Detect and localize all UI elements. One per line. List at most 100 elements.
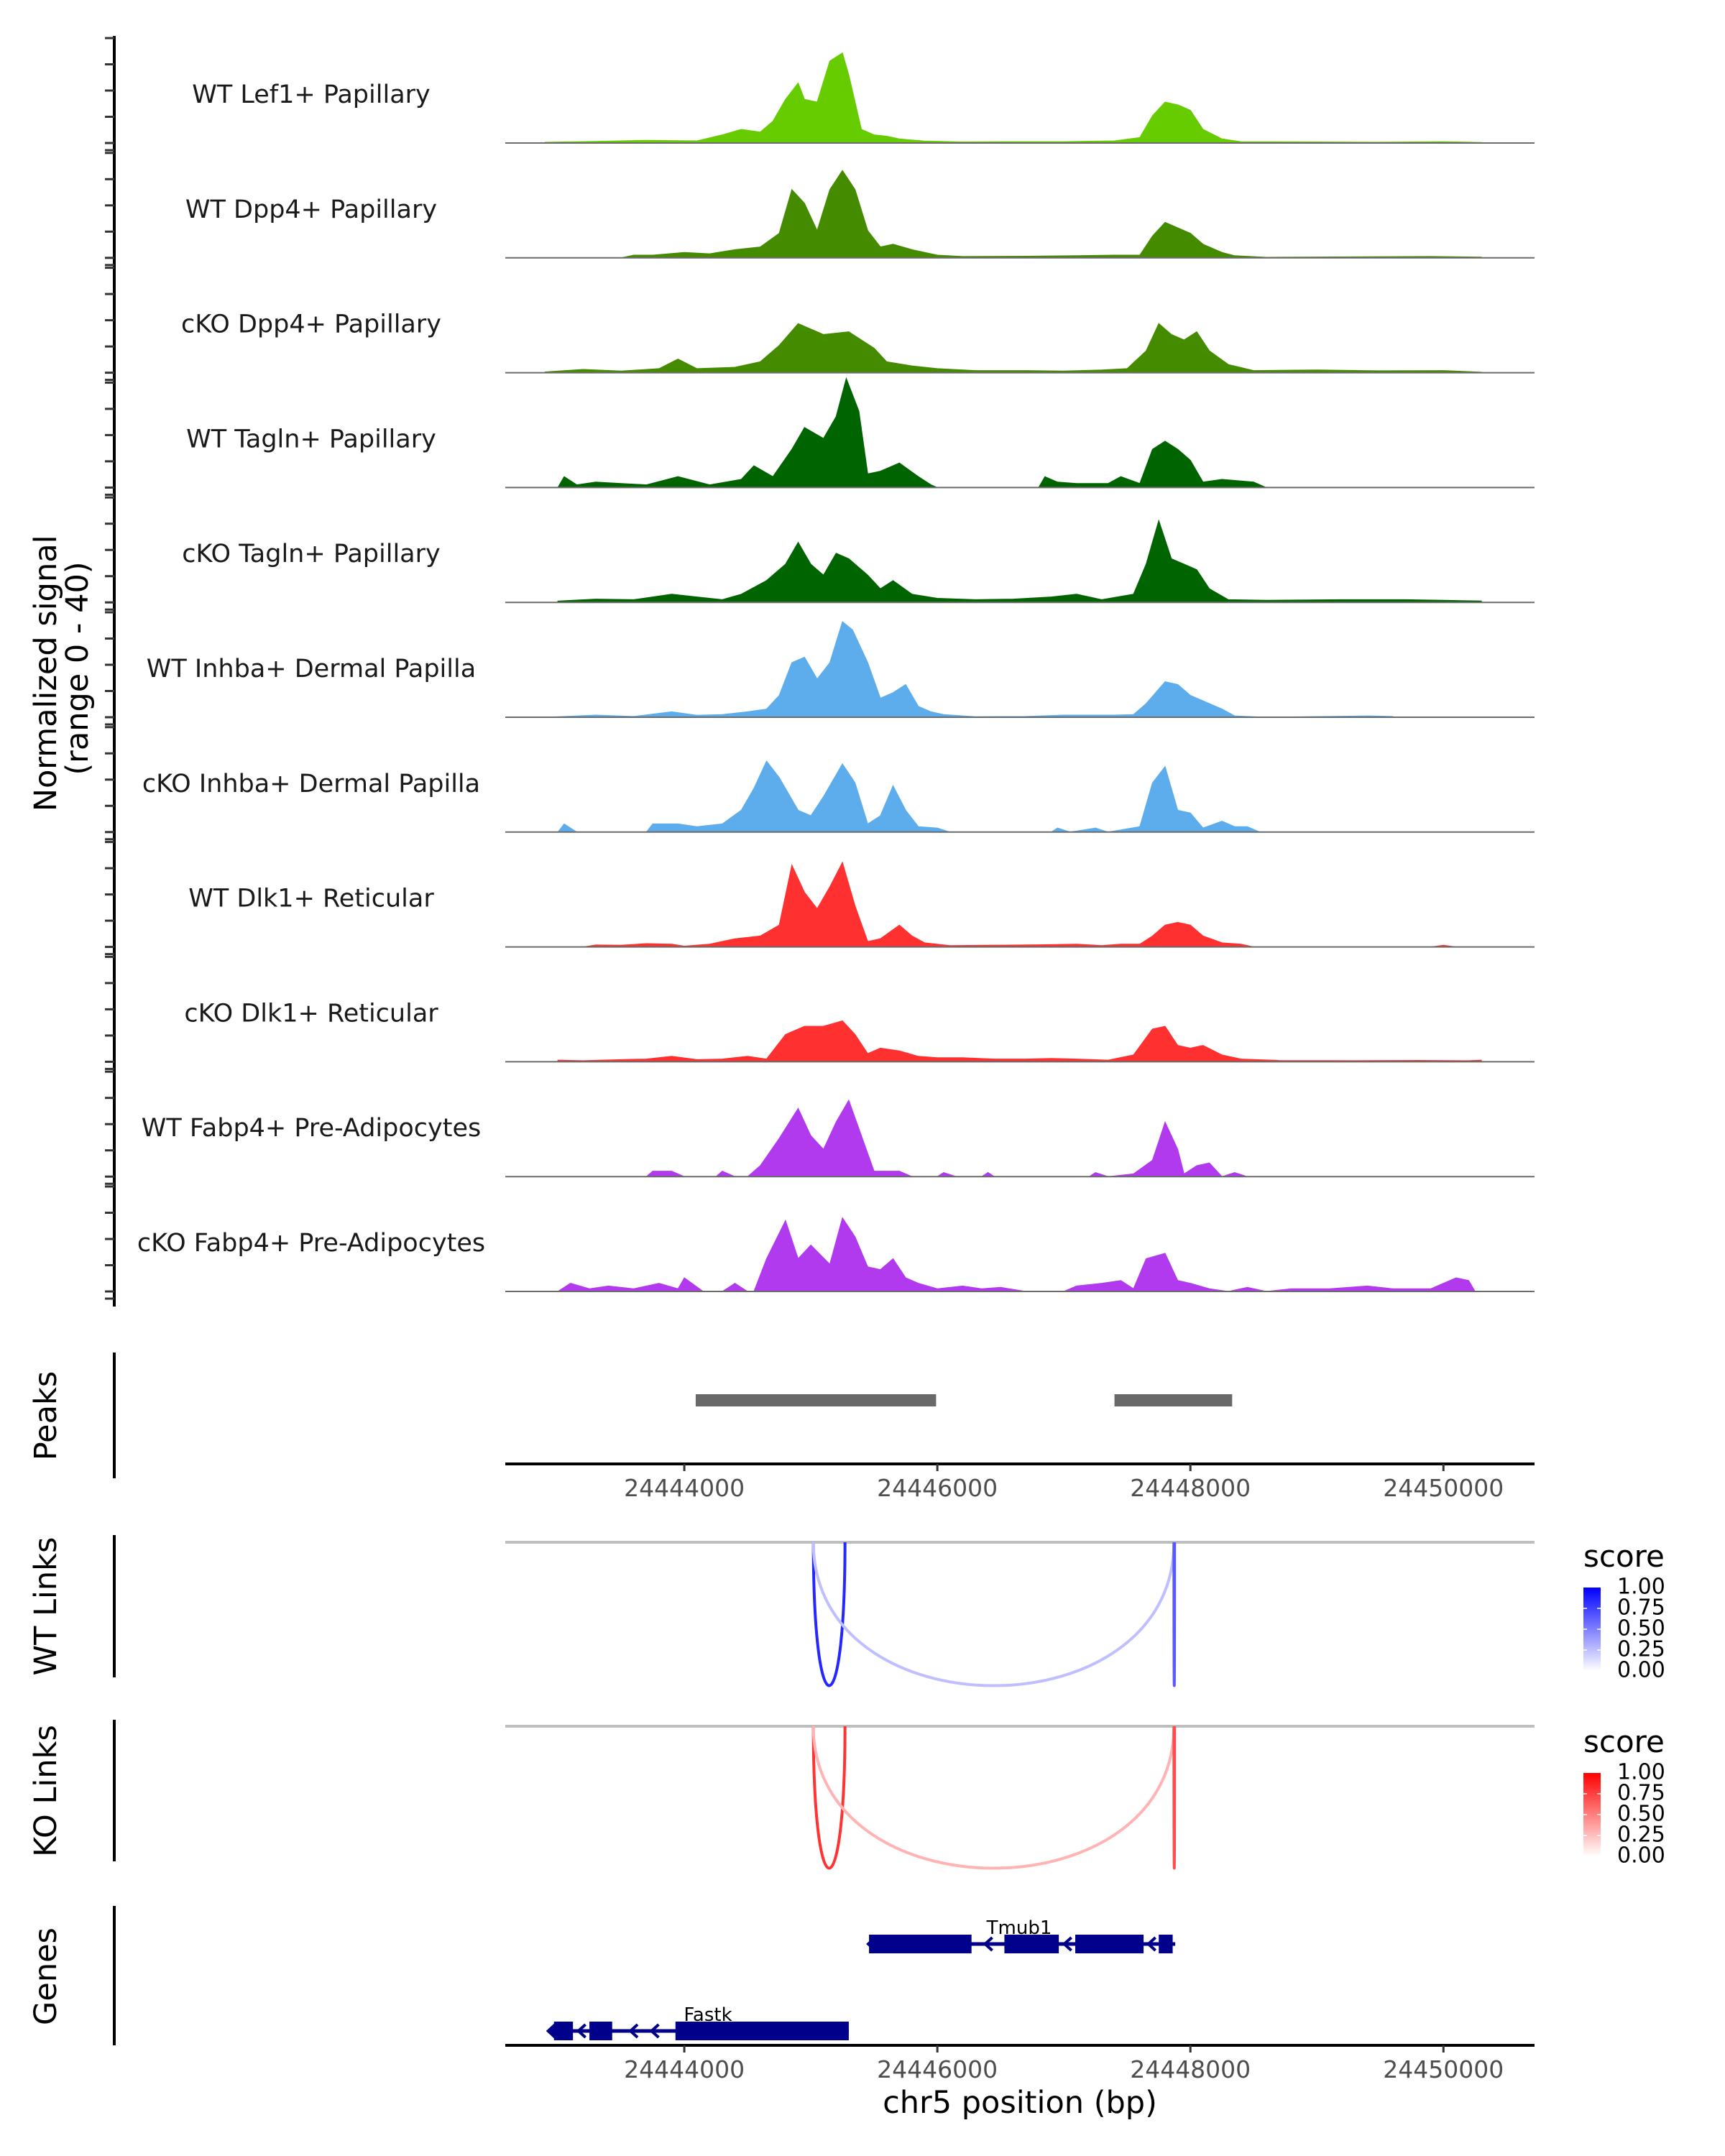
coverage-track: cKO Fabp4+ Pre-Adipocytes <box>137 1217 1535 1292</box>
strand-arrow-icon <box>866 1935 877 1953</box>
x-tick-label: 24444000 <box>624 1474 745 1502</box>
coverage-track: cKO Inhba+ Dermal Papilla <box>142 760 1535 833</box>
x-tick-label: 24444000 <box>624 2055 745 2083</box>
legend-label: 0.00 <box>1617 1658 1665 1683</box>
y-axis-title-line-1: Normalized signal <box>28 535 64 811</box>
peak-region <box>695 1394 937 1406</box>
coverage-area <box>544 323 1482 374</box>
legend-label: 0.50 <box>1617 1802 1665 1827</box>
track-label: WT Lef1+ Papillary <box>192 80 431 109</box>
wt-link-arcs <box>811 1542 1177 1687</box>
legend-label: 1.00 <box>1617 1760 1665 1785</box>
peak-regions <box>695 1394 1233 1406</box>
strand-arrow-icon <box>628 2023 639 2039</box>
ko-links-axis-title: KO Links <box>28 1725 64 1857</box>
legend-label: 0.50 <box>1617 1616 1665 1641</box>
strand-arrow-icon <box>649 2023 660 2039</box>
coverage-area <box>583 861 1456 948</box>
gene-models: Tmub1 Fastk <box>546 1917 1176 2040</box>
track-label: WT Fabp4+ Pre-Adipocytes <box>142 1114 481 1143</box>
link-arc <box>811 1726 847 1870</box>
coverage-tracks: WT Lef1+ Papillary WT Dpp4+ Papillary cKO … <box>137 52 1535 1292</box>
coverage-axis-ticks <box>105 37 114 1300</box>
coverage-track: cKO Tagln+ Papillary <box>182 519 1535 604</box>
coverage-area <box>544 52 1482 144</box>
coverage-axis-title: Normalized signal (range 0 - 40) <box>28 525 96 811</box>
wt-links-axis-title: WT Links <box>28 1537 64 1676</box>
genes-x-axis-ticks: 24444000 24446000 24448000 24450000 <box>624 2045 1504 2083</box>
strand-arrow-icon <box>1146 1936 1156 1952</box>
legend-title: score <box>1583 1539 1665 1574</box>
y-axis-title-line-2: (range 0 - 40) <box>60 561 96 775</box>
coverage-track: WT Lef1+ Papillary <box>192 52 1535 144</box>
gene-exon <box>869 1935 972 1953</box>
coverage-track: WT Fabp4+ Pre-Adipocytes <box>142 1099 1535 1178</box>
track-label: cKO Dlk1+ Reticular <box>184 999 438 1028</box>
coverage-track: cKO Dlk1+ Reticular <box>184 999 1535 1063</box>
gene-exon <box>1075 1935 1144 1953</box>
track-label: WT Inhba+ Dermal Papilla <box>147 655 476 683</box>
strand-arrow-icon <box>983 1936 993 1952</box>
peaks-panel: Peaks 24444000 24446000 24448000 24450000 <box>28 1353 1535 1502</box>
track-label: cKO Fabp4+ Pre-Adipocytes <box>137 1229 485 1258</box>
x-tick-label: 24446000 <box>877 1474 998 1502</box>
coverage-track: WT Dpp4+ Papillary <box>185 170 1535 259</box>
legend-label: 0.25 <box>1617 1823 1665 1848</box>
gene-model: Tmub1 <box>866 1917 1176 1953</box>
legend-label: 0.75 <box>1617 1781 1665 1806</box>
coverage-track: WT Tagln+ Papillary <box>186 377 1535 489</box>
gene-exon <box>675 2022 849 2040</box>
gene-exon <box>589 2022 612 2040</box>
gene-exon <box>553 2022 574 2040</box>
legend-label: 0.75 <box>1617 1595 1665 1621</box>
peaks-x-axis-ticks: 24444000 24446000 24448000 24450000 <box>624 1464 1504 1502</box>
gene-model: Fastk <box>546 2004 849 2040</box>
link-arc <box>811 1542 847 1687</box>
legend-title: score <box>1583 1724 1665 1759</box>
coverage-area <box>620 170 1482 259</box>
peaks-axis-title: Peaks <box>28 1371 64 1461</box>
gene-exon <box>1004 1935 1059 1953</box>
x-tick-label: 24450000 <box>1383 1474 1504 1502</box>
track-label: cKO Inhba+ Dermal Papilla <box>142 770 480 798</box>
coverage-track: WT Dlk1+ Reticular <box>188 861 1535 948</box>
coverage-area <box>557 760 1261 833</box>
x-tick-label: 24448000 <box>1130 2055 1251 2083</box>
ko-link-arcs <box>811 1726 1177 1870</box>
legend-label: 0.25 <box>1617 1637 1665 1662</box>
coverage-area <box>557 519 1482 603</box>
genes-axis-title: Genes <box>28 1927 64 2025</box>
strand-arrow-icon <box>576 2023 586 2039</box>
x-tick-label: 24446000 <box>877 2055 998 2083</box>
track-label: WT Dlk1+ Reticular <box>188 885 434 913</box>
link-arc <box>811 1726 1176 1870</box>
x-tick-label: 24448000 <box>1130 1474 1251 1502</box>
link-arc <box>811 1542 1176 1687</box>
coverage-track: cKO Dpp4+ Papillary <box>181 310 1535 374</box>
gene-exon <box>1159 1935 1173 1953</box>
legend-label: 0.00 <box>1617 1843 1665 1869</box>
track-label: cKO Dpp4+ Papillary <box>181 310 441 339</box>
strand-arrow-icon <box>546 2022 556 2040</box>
coverage-area <box>557 377 1266 488</box>
track-label: cKO Tagln+ Papillary <box>182 540 441 568</box>
coverage-track: WT Inhba+ Dermal Papilla <box>147 621 1535 718</box>
track-label: WT Dpp4+ Papillary <box>185 195 437 224</box>
coverage-y-axis: Normalized signal (range 0 - 40) <box>28 36 116 1307</box>
gene-label: Fastk <box>684 2004 732 2026</box>
genes-panel: Genes Tmub1 Fastk 24444000 24446000 2444800… <box>28 1906 1535 2121</box>
x-tick-label: 24450000 <box>1383 2055 1504 2083</box>
gene-label: Tmub1 <box>986 1917 1052 1939</box>
coverage-area <box>545 621 1394 718</box>
legend-label: 1.00 <box>1617 1575 1665 1600</box>
x-axis-title: chr5 position (bp) <box>883 2085 1157 2121</box>
track-label: WT Tagln+ Papillary <box>186 425 436 453</box>
coverage-area <box>557 1020 1482 1062</box>
peak-region <box>1114 1394 1233 1406</box>
strand-arrow-icon <box>1062 1936 1072 1952</box>
